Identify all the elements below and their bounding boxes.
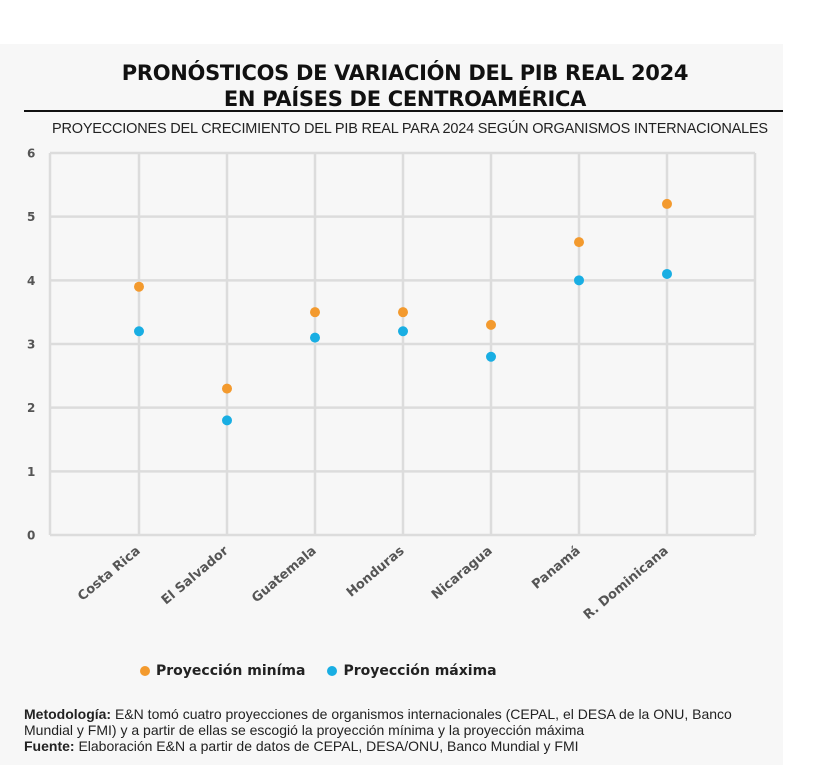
- y-tick-label: 2: [27, 401, 35, 415]
- source-label: Fuente:: [24, 738, 75, 754]
- x-category-label: El Salvador: [159, 543, 232, 608]
- y-tick-label: 1: [27, 465, 35, 479]
- x-category-label: Guatemala: [249, 544, 319, 606]
- legend-item-min: Proyección miníma: [140, 663, 305, 679]
- source-text: Elaboración E&N a partir de datos de CEP…: [74, 738, 579, 754]
- y-tick-label: 5: [27, 210, 35, 224]
- data-point-min: [310, 307, 320, 318]
- legend-label-max: Proyección máxima: [343, 663, 497, 679]
- x-category-label: Honduras: [344, 543, 408, 600]
- source-note: Fuente: Elaboración E&N a partir de dato…: [24, 738, 784, 754]
- data-point-min: [222, 383, 232, 394]
- data-point-min: [574, 237, 584, 248]
- legend-swatch-max: [327, 666, 338, 676]
- chart-title: PRONÓSTICOS DE VARIACIÓN DEL PIB REAL 20…: [0, 60, 810, 112]
- footnotes: Metodología: E&N tomó cuatro proyeccione…: [24, 706, 784, 754]
- legend-swatch-min: [140, 666, 150, 676]
- data-point-max: [574, 275, 584, 286]
- data-point-max: [310, 332, 320, 343]
- y-tick-label: 6: [27, 147, 35, 161]
- data-point-min: [486, 319, 496, 330]
- y-tick-label: 3: [27, 338, 35, 352]
- data-point-max: [662, 268, 672, 279]
- methodology-note: Metodología: E&N tomó cuatro proyeccione…: [24, 706, 784, 738]
- data-point-max: [222, 415, 232, 426]
- data-point-min: [662, 198, 672, 209]
- legend-label-min: Proyección miníma: [156, 663, 306, 679]
- methodology-text: E&N tomó cuatro proyecciones de organism…: [24, 706, 732, 738]
- x-category-label: R. Dominicana: [581, 544, 672, 623]
- y-tick-label: 0: [27, 529, 35, 543]
- x-category-label: Nicaragua: [429, 544, 496, 603]
- data-point-max: [486, 351, 496, 362]
- data-point-min: [134, 281, 144, 292]
- x-category-label: Panamá: [529, 544, 583, 593]
- data-point-max: [134, 326, 144, 337]
- chart-legend: Proyección miníma Proyección máxima: [140, 663, 519, 679]
- chart-title-line-1: PRONÓSTICOS DE VARIACIÓN DEL PIB REAL 20…: [121, 61, 689, 85]
- data-point-min: [398, 307, 408, 318]
- legend-item-max: Proyección máxima: [327, 663, 497, 679]
- chart-title-line-2: EN PAÍSES DE CENTROAMÉRICA: [223, 87, 587, 111]
- data-point-max: [398, 326, 408, 337]
- x-category-label: Costa Rica: [75, 544, 143, 605]
- chart-subtitle: PROYECCIONES DEL CRECIMIENTO DEL PIB REA…: [52, 121, 768, 137]
- methodology-label: Metodología:: [24, 706, 112, 722]
- y-tick-label: 4: [27, 274, 35, 288]
- title-divider: [24, 110, 783, 112]
- chart-card: [0, 44, 783, 765]
